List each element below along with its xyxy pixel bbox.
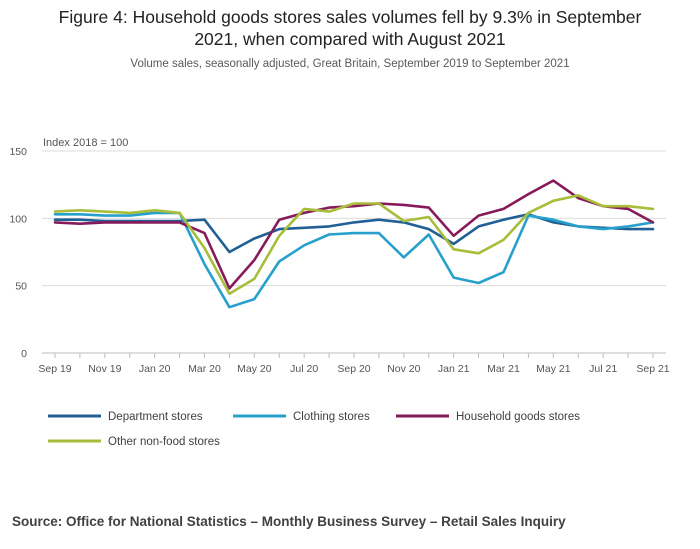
chart-subtitle: Volume sales, seasonally adjusted, Great… — [130, 58, 570, 70]
x-tick-label-may-21: May 21 — [536, 363, 571, 375]
x-tick-label-mar-21: Mar 21 — [487, 363, 520, 375]
y-tick-label-0: 0 — [21, 348, 27, 360]
gridlines — [42, 150, 666, 354]
x-tick-label-jan-21: Jan 21 — [438, 363, 470, 375]
x-tick-label-nov-19: Nov 19 — [88, 363, 121, 375]
legend-label-other-non-food-stores: Other non-food stores — [108, 436, 220, 448]
chart-title-line-2: 2021, when compared with August 2021 — [194, 29, 506, 49]
series-line-other-non-food-stores — [53, 194, 655, 295]
source-note: Source: Office for National Statistics –… — [12, 514, 566, 529]
series-line-household-goods-stores — [53, 179, 655, 290]
x-tick-label-mar-20: Mar 20 — [188, 363, 221, 375]
series-line-department-stores — [53, 213, 655, 254]
x-tick-label-nov-20: Nov 20 — [387, 363, 420, 375]
series-lines — [53, 179, 655, 309]
x-tick-label-jan-20: Jan 20 — [139, 363, 171, 375]
y-axis: 0 50 100 150 — [9, 146, 27, 360]
y-tick-label-50: 50 — [15, 281, 27, 293]
chart-title-line-1: Figure 4: Household goods stores sales v… — [58, 7, 642, 27]
x-tick-label-jul-21: Jul 21 — [589, 363, 617, 375]
legend-label-clothing-stores: Clothing stores — [293, 411, 370, 423]
x-tick-label-sep-20: Sep 20 — [337, 363, 370, 375]
x-tick-label-sep-19: Sep 19 — [38, 363, 71, 375]
x-tick-label-sep-21: Sep 21 — [636, 363, 669, 375]
legend: Department stores Clothing stores Househol… — [48, 411, 580, 448]
y-tick-label-100: 100 — [9, 213, 27, 225]
x-tick-label-may-20: May 20 — [237, 363, 272, 375]
chart-title: Figure 4: Household goods stores sales v… — [0, 6, 700, 50]
x-tick-label-jul-20: Jul 20 — [290, 363, 318, 375]
series-line-clothing-stores — [53, 211, 655, 309]
x-axis: Sep 19 Nov 19 Jan 20 Mar 20 May 20 Jul 20 Sep … — [38, 353, 670, 375]
legend-label-household-goods-stores: Household goods stores — [456, 411, 580, 423]
y-axis-label: Index 2018 = 100 — [43, 137, 128, 149]
y-tick-label-150: 150 — [9, 146, 27, 158]
legend-label-department-stores: Department stores — [108, 411, 203, 423]
